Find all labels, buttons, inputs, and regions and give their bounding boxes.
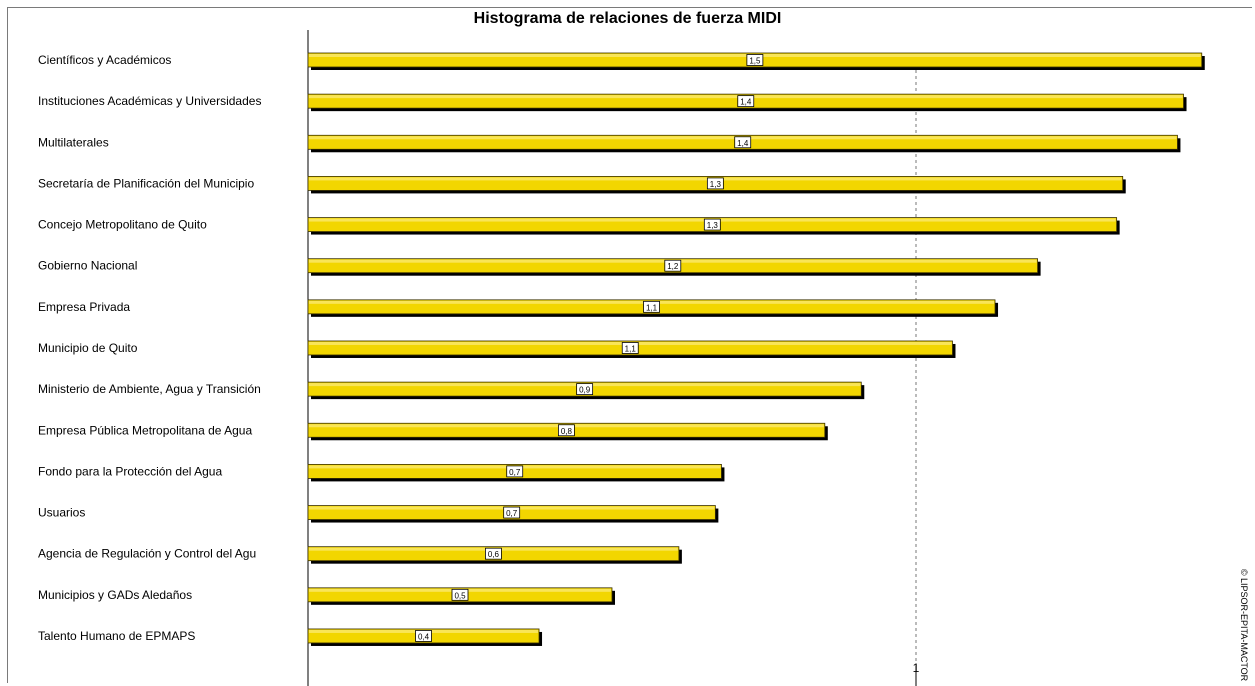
category-label: Empresa Privada bbox=[38, 300, 130, 314]
category-label: Fondo para la Protección del Agua bbox=[38, 464, 222, 478]
category-label: Gobierno Nacional bbox=[38, 259, 137, 273]
data-label: 1,1 bbox=[646, 303, 658, 312]
data-label-box bbox=[737, 95, 755, 108]
category-label: Municipio de Quito bbox=[38, 341, 138, 355]
data-label-box bbox=[734, 136, 752, 149]
category-label: Talento Humano de EPMAPS bbox=[38, 629, 195, 643]
data-label: 0,7 bbox=[506, 509, 518, 518]
x-tick-label: 1 bbox=[913, 661, 920, 675]
data-label: 0,5 bbox=[454, 591, 466, 600]
category-label: Empresa Pública Metropolitana de Agua bbox=[38, 423, 252, 437]
data-label: 0,9 bbox=[579, 386, 591, 395]
data-label-box bbox=[703, 218, 721, 231]
data-label: 1,5 bbox=[749, 57, 761, 66]
data-label-box bbox=[558, 424, 575, 437]
data-label-box bbox=[621, 342, 639, 354]
category-label: Multilaterales bbox=[38, 135, 109, 149]
category-label: Agencia de Regulación y Control del Agu bbox=[38, 547, 256, 561]
data-label: 1,2 bbox=[667, 262, 679, 271]
category-label: Científicos y Académicos bbox=[38, 53, 171, 67]
category-label: Municipios y GADs Aledaños bbox=[38, 588, 192, 602]
data-label-box bbox=[746, 54, 764, 66]
category-label: Instituciones Académicas y Universidades bbox=[38, 94, 261, 108]
data-label-box bbox=[503, 506, 521, 519]
chart-frame bbox=[7, 7, 1252, 683]
data-label: 1,3 bbox=[707, 221, 719, 230]
data-label-box bbox=[643, 300, 660, 313]
category-label: Ministerio de Ambiente, Agua y Transició… bbox=[38, 382, 261, 396]
data-label-box bbox=[576, 383, 594, 396]
data-label: 0,4 bbox=[418, 632, 430, 641]
copyright-text: © LIPSOR-EPITA-MACTOR bbox=[1239, 568, 1249, 682]
category-label: Concejo Metropolitano de Quito bbox=[38, 218, 207, 232]
data-label: 1,4 bbox=[740, 98, 752, 107]
data-label: 1,3 bbox=[710, 180, 722, 189]
data-label: 0,8 bbox=[561, 427, 573, 436]
data-label-box bbox=[506, 465, 524, 478]
data-label-box bbox=[706, 177, 724, 190]
data-label: 1,4 bbox=[737, 139, 749, 148]
data-label-box bbox=[485, 547, 502, 560]
category-label: Usuarios bbox=[38, 506, 85, 520]
data-label-box bbox=[664, 259, 682, 272]
data-label-box bbox=[451, 588, 469, 601]
chart-title: Histograma de relaciones de fuerza MIDI bbox=[473, 10, 782, 27]
data-label-box bbox=[415, 630, 432, 642]
data-label: 1,1 bbox=[625, 344, 637, 353]
data-label: 0,7 bbox=[509, 468, 521, 477]
category-label: Secretaría de Planificación del Municipi… bbox=[38, 176, 254, 190]
data-label: 0,6 bbox=[488, 550, 500, 559]
